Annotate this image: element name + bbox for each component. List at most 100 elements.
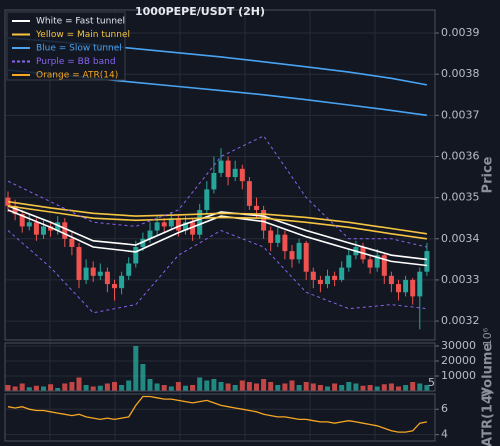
- volume-bar: [126, 380, 132, 391]
- volume-bar: [197, 377, 203, 391]
- volume-bar: [104, 383, 110, 391]
- candle-body: [12, 205, 18, 215]
- candle-body: [268, 230, 274, 243]
- candle-body: [211, 172, 217, 190]
- candle-body: [367, 259, 373, 268]
- candle-body: [396, 284, 401, 293]
- candle-body: [69, 238, 75, 248]
- volume-bar: [204, 380, 210, 391]
- candle-body: [289, 251, 295, 260]
- candle-body: [33, 222, 39, 235]
- candle-body: [246, 181, 252, 206]
- candle-body: [346, 255, 352, 268]
- volume-bar: [19, 383, 25, 391]
- candle-body: [381, 255, 387, 276]
- chart-title: 1000PEPE/USDT (2H): [135, 5, 265, 18]
- volume-bar: [289, 380, 295, 391]
- y-tick-label: 10000: [441, 369, 476, 382]
- volume-bar: [69, 382, 75, 391]
- candle-body: [275, 234, 281, 243]
- volume-bar: [417, 383, 423, 391]
- volume-bar: [225, 383, 231, 391]
- atr-axis-label: ATR(14): [481, 389, 496, 446]
- candle-body: [417, 271, 423, 297]
- legend-label: White = Fast tunnel: [36, 17, 125, 27]
- volume-bar: [325, 386, 330, 391]
- candle-body: [197, 209, 203, 235]
- candle-body: [317, 279, 323, 285]
- candle-body: [303, 242, 309, 272]
- candle-body: [112, 284, 117, 289]
- volume-bar: [381, 384, 387, 391]
- volume-frame: [4, 342, 436, 392]
- candle-body: [325, 275, 330, 285]
- candle-body: [183, 222, 188, 231]
- volume-bar: [424, 385, 430, 391]
- candle-body: [310, 271, 316, 280]
- candle-body: [190, 222, 196, 235]
- volume-bar: [388, 383, 394, 391]
- candle-body: [19, 214, 25, 227]
- candle-body: [97, 271, 103, 276]
- y-tick-label: 0.0036: [441, 149, 480, 162]
- volume-bar: [296, 385, 302, 391]
- volume-bar: [5, 385, 11, 391]
- candle-body: [424, 251, 430, 272]
- volume-bar: [367, 385, 373, 391]
- indicator-line: [7, 229, 427, 314]
- candle-body: [41, 226, 46, 235]
- volume-minor-label: 5: [428, 376, 435, 389]
- candle-body: [332, 275, 338, 280]
- candle-body: [218, 160, 224, 173]
- price-frame: [4, 9, 436, 341]
- candle-body: [140, 238, 146, 248]
- volume-bar: [246, 382, 252, 391]
- legend-label: Yellow = Main tunnel: [35, 30, 130, 40]
- volume-bar: [33, 385, 39, 391]
- candle-body: [388, 275, 394, 285]
- y-tick-label: 6: [441, 402, 448, 415]
- y-tick-label: 20000: [441, 354, 476, 367]
- volume-bar: [97, 385, 103, 391]
- candle-body: [55, 222, 61, 231]
- volume-bar: [310, 383, 316, 391]
- indicator-line: [7, 200, 428, 235]
- candle-body: [147, 230, 153, 239]
- candle-body: [339, 267, 345, 280]
- candle-body: [282, 234, 288, 252]
- y-tick-label: 0.0039: [441, 26, 480, 39]
- y-tick-label: 0.0038: [441, 67, 480, 80]
- indicator-line: [7, 205, 428, 240]
- atr-frame: [4, 393, 436, 442]
- volume-bar: [168, 386, 174, 391]
- candle-body: [403, 279, 409, 293]
- volume-bar: [239, 380, 245, 391]
- candle-body: [48, 226, 54, 231]
- volume-bar: [360, 385, 366, 391]
- volume-bar: [353, 383, 359, 391]
- volume-bar: [339, 385, 345, 391]
- volume-bar: [346, 382, 352, 391]
- volume-bar: [112, 382, 117, 391]
- candle-body: [126, 263, 132, 276]
- volume-bar: [90, 386, 96, 391]
- legend: White = Fast tunnel Yellow = Main tunnel B…: [6, 11, 130, 81]
- candle-body: [225, 160, 231, 178]
- volume-bar: [410, 382, 416, 391]
- candle-body: [168, 218, 174, 227]
- volume-bar: [41, 386, 46, 391]
- candle-body: [239, 168, 245, 182]
- volume-bar: [403, 385, 409, 391]
- indicator-line: [7, 135, 428, 248]
- y-tick-label: 0.0033: [441, 273, 480, 286]
- candle-body: [76, 247, 82, 280]
- y-tick-label: 0.0032: [441, 314, 480, 327]
- volume-axis-label: Volume: [481, 343, 496, 398]
- volume-bar: [140, 364, 146, 391]
- volume-bar: [232, 385, 238, 391]
- volume-bar: [396, 386, 401, 391]
- volume-bar: [175, 382, 181, 391]
- volume-bar: [12, 386, 18, 391]
- y-tick-label: 0.0035: [441, 191, 480, 204]
